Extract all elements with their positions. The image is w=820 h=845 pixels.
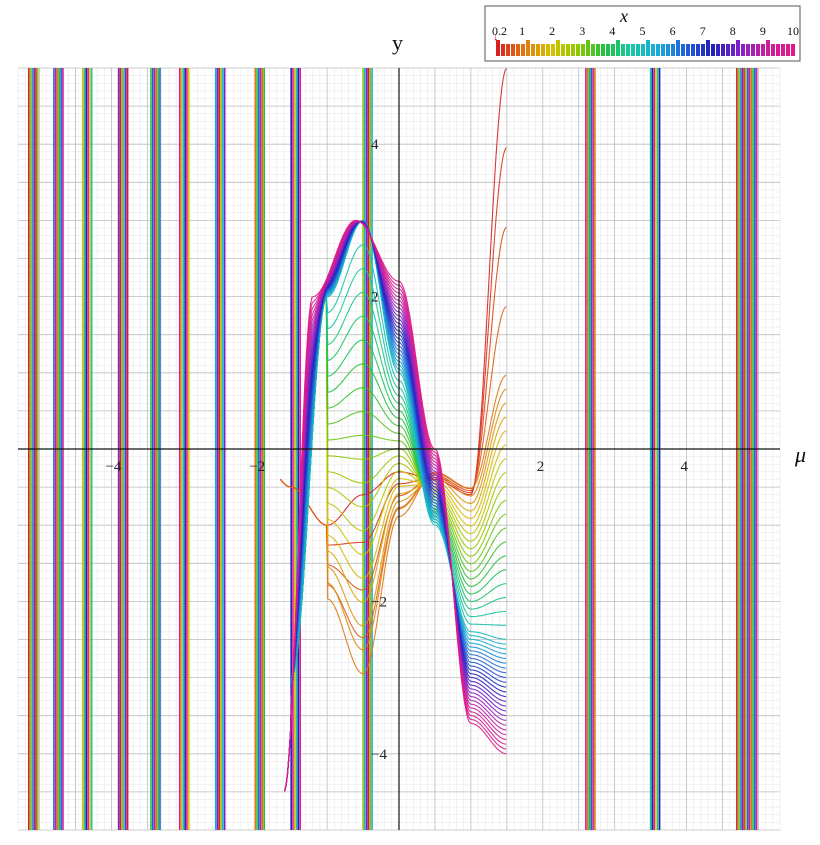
legend-color-bar xyxy=(751,44,755,56)
legend-color-bar xyxy=(556,40,560,56)
curve xyxy=(284,219,507,792)
legend-color-bar xyxy=(696,44,700,56)
curve xyxy=(284,220,507,792)
legend-color-bar xyxy=(621,44,625,56)
legend-color-bar xyxy=(781,44,785,56)
legend-color-bar xyxy=(756,44,760,56)
curve xyxy=(284,220,507,792)
legend-color-bar xyxy=(566,44,570,56)
legend-tick-label: 7 xyxy=(700,24,706,38)
legend-color-bar xyxy=(661,44,665,56)
legend-color-bar xyxy=(546,44,550,56)
legend-color-bar xyxy=(686,44,690,56)
legend-color-bar xyxy=(636,44,640,56)
legend-tick-label: 8 xyxy=(730,24,736,38)
legend-color-bar xyxy=(716,44,720,56)
tick-labels: −4 −2 2 4 −4 −2 2 4 xyxy=(105,137,688,763)
legend-color-bar xyxy=(596,44,600,56)
legend-color-bar xyxy=(741,44,745,56)
legend-color-bar xyxy=(506,44,510,56)
legend-tick-label: 3 xyxy=(579,24,585,38)
legend-color-bar xyxy=(531,44,535,56)
legend-color-bar xyxy=(561,44,565,56)
legend-tick-label: 1 xyxy=(519,24,525,38)
x-tick-label: 4 xyxy=(681,459,689,475)
y-tick-label: −4 xyxy=(371,747,387,763)
legend-color-bar xyxy=(641,44,645,56)
legend-color-bar xyxy=(496,40,500,56)
legend-color-bar xyxy=(726,44,730,56)
legend-color-bar xyxy=(541,44,545,56)
legend-color-bar xyxy=(576,44,580,56)
legend-color-bar xyxy=(736,40,740,56)
legend-tick-label: 9 xyxy=(760,24,766,38)
legend-color-bar xyxy=(766,40,770,56)
legend-arrow-icon: ↓ xyxy=(493,31,499,43)
legend-tick-label: 4 xyxy=(609,24,615,38)
legend-color-bar xyxy=(776,44,780,56)
legend-color-bar xyxy=(616,40,620,56)
legend-color-bar xyxy=(601,44,605,56)
color-legend: x 0.2 1 2 3 4 5 6 7 8 9 10 ↓ xyxy=(484,5,801,62)
legend-color-bar xyxy=(591,44,595,56)
legend-color-bar xyxy=(786,44,790,56)
y-axis-label: y xyxy=(392,30,403,55)
legend-title: x xyxy=(619,6,628,26)
legend-color-bar xyxy=(646,40,650,56)
x-tick-label: −4 xyxy=(105,459,121,475)
legend-color-bar xyxy=(666,44,670,56)
legend-tick-labels: 0.2 1 2 3 4 5 6 7 8 9 10 xyxy=(492,24,799,38)
legend-color-bar xyxy=(681,44,685,56)
legend-color-bar xyxy=(691,44,695,56)
legend-color-bar xyxy=(706,40,710,56)
legend-color-bar xyxy=(611,44,615,56)
legend-color-bar xyxy=(586,40,590,56)
legend-color-bars xyxy=(496,40,795,56)
x-tick-label: −2 xyxy=(249,459,265,475)
legend-color-bar xyxy=(731,44,735,56)
legend-tick-label: 10 xyxy=(787,24,799,38)
legend-tick-label: 6 xyxy=(670,24,676,38)
y-tick-label: 4 xyxy=(371,137,379,153)
legend-color-bar xyxy=(626,44,630,56)
legend-color-bar xyxy=(711,44,715,56)
legend-color-bar xyxy=(721,44,725,56)
legend-color-bar xyxy=(701,44,705,56)
legend-color-bar xyxy=(536,44,540,56)
legend-color-bar xyxy=(581,44,585,56)
legend-color-bar xyxy=(746,44,750,56)
legend-tick-label: 2 xyxy=(549,24,555,38)
legend-color-bar xyxy=(651,44,655,56)
legend-tick-label: 5 xyxy=(639,24,645,38)
legend-color-bar xyxy=(671,44,675,56)
axes xyxy=(18,68,780,830)
legend-color-bar xyxy=(656,44,660,56)
y-tick-label: 2 xyxy=(371,290,379,306)
legend-color-bar xyxy=(526,40,530,56)
x-tick-label: 2 xyxy=(537,459,545,475)
legend-color-bar xyxy=(676,40,680,56)
legend-color-bar xyxy=(551,44,555,56)
legend-color-bar xyxy=(571,44,575,56)
legend-color-bar xyxy=(606,44,610,56)
curve xyxy=(284,220,507,792)
legend-color-bar xyxy=(516,44,520,56)
legend-color-bar xyxy=(511,44,515,56)
y-tick-label: −2 xyxy=(371,594,387,610)
x-axis-label: μ xyxy=(794,442,806,467)
legend-color-bar xyxy=(521,44,525,56)
legend-tick-label: 0.2 xyxy=(492,24,507,38)
legend-color-bar xyxy=(791,44,795,56)
legend-color-bar xyxy=(771,44,775,56)
legend-color-bar xyxy=(761,44,765,56)
legend-color-bar xyxy=(631,44,635,56)
legend-color-bar xyxy=(501,44,505,56)
